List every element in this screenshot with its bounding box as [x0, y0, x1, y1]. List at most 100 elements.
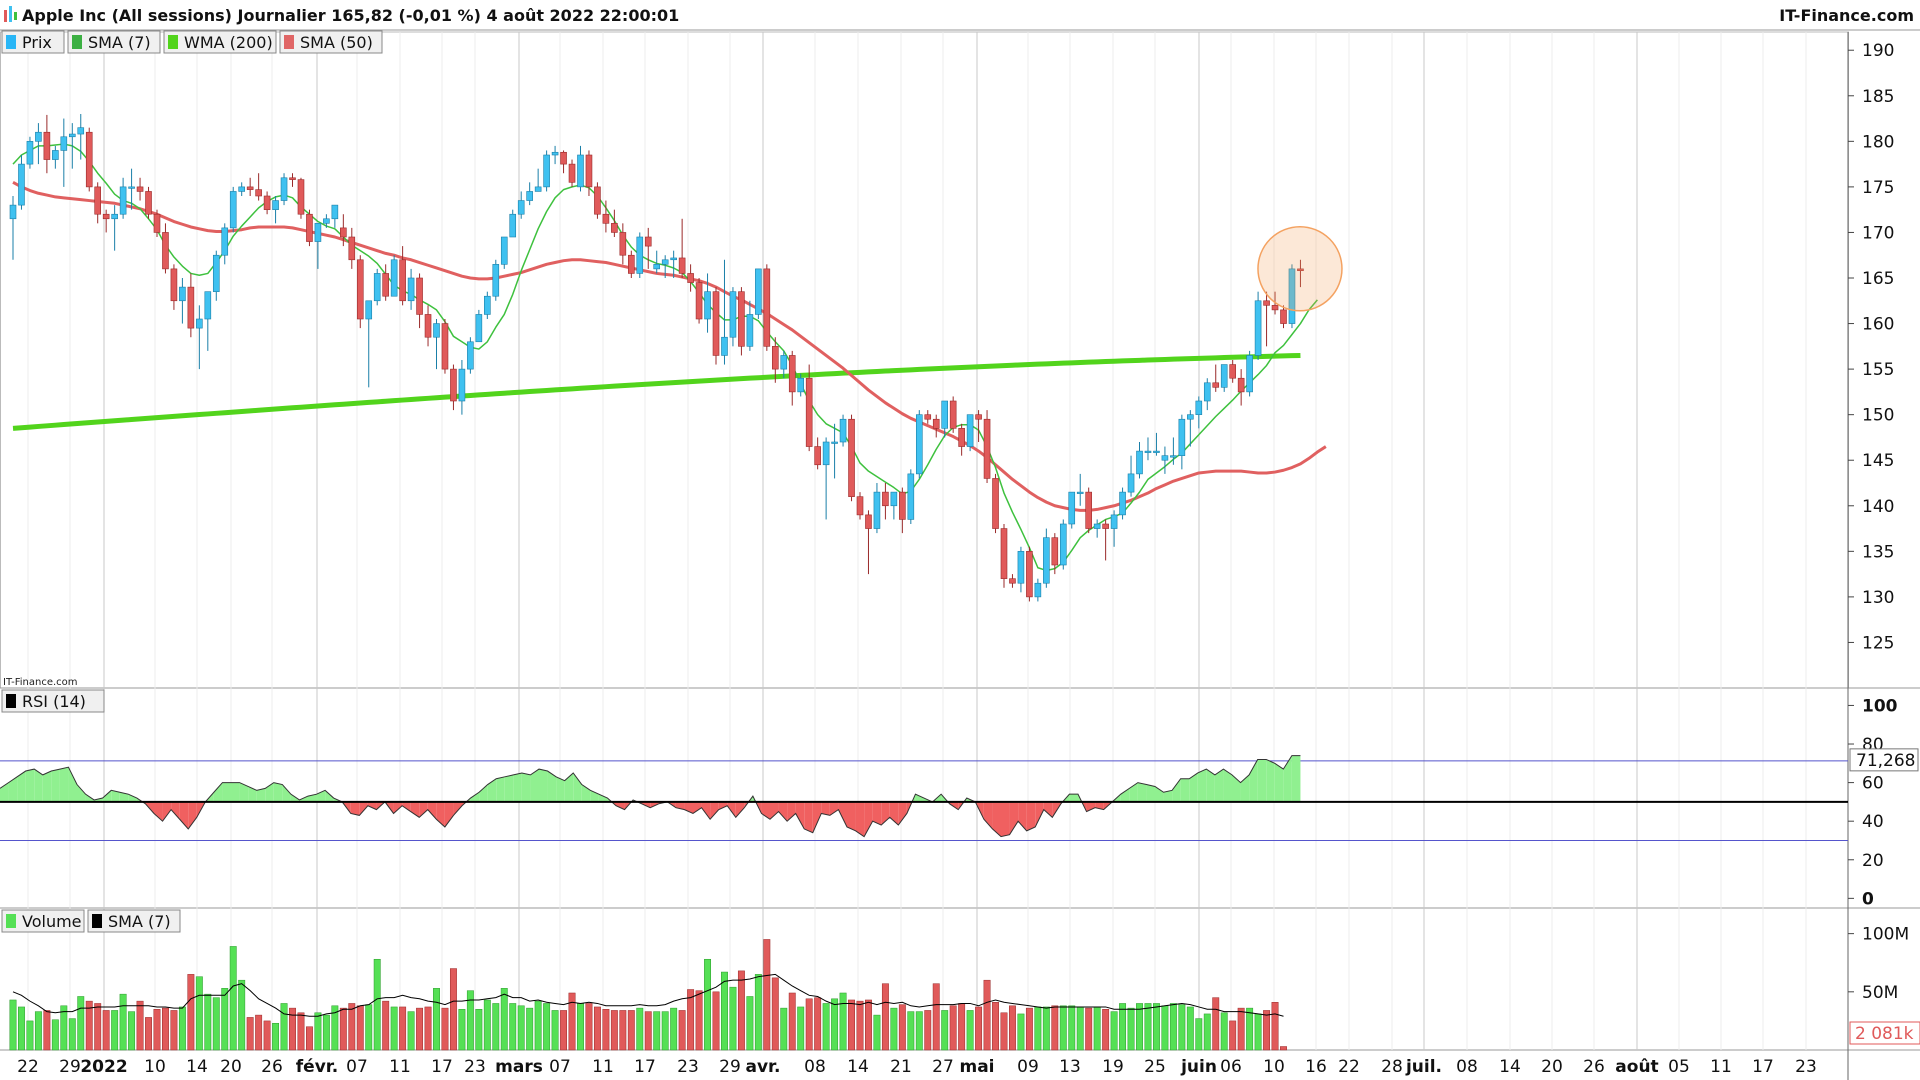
candle: [1195, 396, 1203, 429]
candle-body: [1093, 523, 1101, 529]
candle: [602, 200, 610, 233]
volume-bar: [1229, 1020, 1237, 1051]
volume-legend-item[interactable]: Volume: [1, 909, 85, 933]
volume-bar: [212, 997, 220, 1051]
rsi-fill: [188, 801, 197, 829]
volume-bar: [119, 993, 127, 1051]
volume-bar: [932, 983, 940, 1051]
rsi-legend-box: [1, 689, 105, 713]
rsi-fill: [470, 792, 480, 802]
candle: [1170, 437, 1177, 465]
candle: [314, 223, 322, 269]
rsi-legend-item[interactable]: RSI (14): [1, 689, 105, 713]
candle: [450, 364, 457, 411]
rsi-fill: [521, 772, 531, 802]
x-axis-label: juin: [1180, 1057, 1217, 1077]
volume-legend-item[interactable]: SMA (7): [87, 909, 181, 933]
volume-bar: [1136, 1003, 1143, 1051]
candle: [433, 319, 440, 370]
x-axis-label: 20: [220, 1057, 242, 1077]
candle: [424, 305, 432, 347]
candle-body: [814, 446, 821, 466]
volume-bar: [255, 1014, 263, 1051]
rsi-fill: [1043, 801, 1053, 818]
volume-bar: [500, 988, 508, 1051]
volume-bar: [1237, 1007, 1245, 1051]
rsi-fill: [393, 801, 403, 814]
rsi-fill: [821, 801, 830, 816]
price-ytick-label: 165: [1862, 269, 1894, 289]
legends: Prix SMA (7) WMA (200) SMA (50) RSI (14) Volu…: [1, 30, 383, 933]
volume-bar: [178, 1006, 186, 1051]
candle-body: [1076, 491, 1084, 494]
volume-bar: [390, 1006, 398, 1051]
candle: [187, 273, 195, 338]
grid-layer: [0, 31, 1920, 1080]
candle: [1110, 510, 1118, 547]
volume-bar: [704, 958, 711, 1051]
x-axis-label: avr.: [746, 1057, 781, 1077]
volume-bar: [458, 1009, 466, 1051]
candle: [848, 414, 855, 502]
candle-body: [450, 368, 457, 402]
x-axis-label: 11: [389, 1057, 411, 1077]
candle: [1051, 533, 1059, 575]
price-legend-label: Prix: [22, 33, 52, 52]
candle: [619, 223, 627, 265]
price-legend-item[interactable]: SMA (50): [279, 30, 383, 54]
rsi-fill: [795, 801, 805, 829]
rsi-line: [0, 755, 1301, 838]
candle: [1144, 437, 1152, 461]
candle: [229, 186, 237, 233]
candle-body: [340, 227, 347, 238]
price-legend-item[interactable]: SMA (7): [67, 30, 161, 54]
candle: [297, 177, 305, 219]
volume-bar: [221, 988, 229, 1051]
candle: [475, 309, 483, 343]
rsi-fill: [838, 801, 847, 827]
candle: [119, 177, 127, 219]
volume-bar: [1144, 1003, 1152, 1051]
price-ytick-label: 175: [1862, 178, 1894, 198]
rsi-fill: [479, 784, 488, 802]
candle: [196, 305, 203, 370]
rsi-fill: [761, 801, 770, 820]
candle-body: [297, 179, 305, 215]
candle-body: [272, 200, 279, 210]
volume-bar: [365, 1004, 373, 1051]
volume-bar: [1178, 1004, 1186, 1051]
candle: [212, 250, 220, 301]
rsi-fill: [1274, 763, 1284, 802]
candle-body: [60, 136, 68, 151]
candle-body: [924, 414, 932, 420]
volume-bar: [85, 1000, 93, 1051]
price-legend-item[interactable]: Prix: [1, 30, 65, 54]
price-legend-label: SMA (7): [88, 33, 151, 52]
candle-body: [1212, 382, 1220, 388]
rsi-fill: [1240, 774, 1250, 802]
candle-body: [509, 213, 517, 238]
candle: [492, 259, 500, 301]
candle: [704, 273, 711, 333]
rsi-fill: [419, 801, 428, 818]
price-legend-item[interactable]: WMA (200): [163, 30, 277, 54]
volume-bar: [483, 999, 491, 1051]
x-axis-label: juil.: [1405, 1057, 1442, 1077]
x-axis-label: 22: [1338, 1057, 1360, 1077]
x-axis-label: 16: [1305, 1057, 1327, 1077]
candle-body: [636, 236, 644, 274]
candle: [1263, 291, 1270, 347]
rsi-fill: [1214, 769, 1224, 802]
rsi-fill: [153, 801, 163, 822]
candle-body: [145, 191, 152, 215]
volume-bar: [1220, 1012, 1228, 1051]
candle-body: [1161, 455, 1169, 461]
candle-body: [323, 218, 330, 224]
rsi-fill: [119, 792, 129, 802]
candle: [263, 191, 271, 215]
candle-body: [314, 223, 322, 242]
x-axis-label: 10: [1263, 1057, 1285, 1077]
candle: [1288, 264, 1296, 329]
candle: [238, 182, 245, 196]
